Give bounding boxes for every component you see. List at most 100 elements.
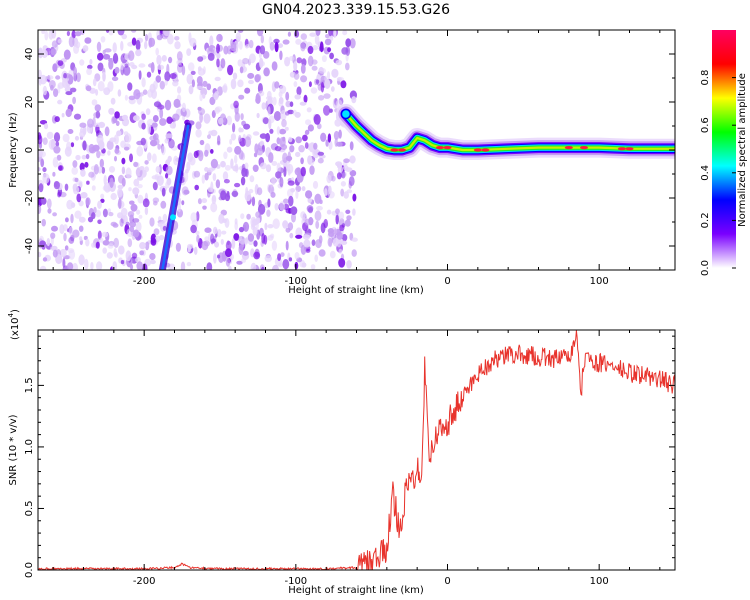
noise-speckle — [288, 195, 294, 207]
noise-speckle — [256, 187, 263, 196]
noise-speckle — [327, 133, 332, 143]
noise-speckle — [296, 57, 303, 64]
y-tick-label: 0 — [24, 147, 35, 153]
noise-speckle — [315, 220, 320, 229]
noise-speckle — [50, 48, 57, 56]
noise-speckle — [88, 171, 95, 178]
noise-speckle — [51, 225, 58, 232]
noise-speckle — [295, 189, 299, 199]
noise-speckle — [335, 214, 339, 225]
ridge-band-yellow — [344, 112, 675, 152]
noise-speckle — [107, 150, 111, 156]
noise-speckle — [244, 136, 252, 148]
noise-speckle — [96, 41, 102, 52]
noise-speckle — [327, 237, 333, 247]
noise-speckle — [257, 30, 264, 37]
noise-speckle — [141, 263, 148, 270]
noise-speckle — [304, 130, 309, 136]
noise-field — [38, 30, 358, 270]
noise-speckle — [149, 253, 156, 260]
noise-speckle — [166, 116, 173, 124]
noise-speckle — [216, 52, 221, 59]
noise-speckle — [155, 166, 161, 173]
ridge-hotspot — [625, 147, 634, 151]
noise-speckle — [251, 218, 256, 229]
noise-speckle — [224, 164, 231, 171]
noise-speckle — [113, 134, 119, 145]
noise-speckle — [226, 115, 232, 126]
streak-core — [161, 124, 190, 270]
noise-speckle — [53, 88, 59, 97]
noise-speckle — [301, 262, 307, 268]
noise-speckle — [307, 124, 314, 132]
noise-speckle — [127, 211, 135, 218]
noise-speckle — [300, 42, 306, 52]
noise-speckle — [325, 139, 329, 147]
noise-speckle — [299, 101, 307, 106]
noise-speckle — [302, 234, 311, 240]
noise-speckle — [78, 200, 84, 207]
noise-speckle — [253, 240, 258, 247]
noise-speckle — [108, 30, 114, 36]
noise-speckle — [222, 171, 229, 181]
noise-speckle — [109, 137, 117, 143]
noise-speckle — [328, 185, 332, 195]
noise-speckle — [304, 218, 312, 226]
noise-speckle — [120, 40, 124, 51]
noise-speckle — [255, 211, 261, 218]
noise-speckle — [133, 89, 141, 100]
noise-speckle — [165, 173, 169, 179]
noise-speckle — [125, 167, 132, 179]
noise-speckle — [284, 56, 291, 67]
noise-speckle — [168, 138, 175, 149]
spectrogram-x-ticks: -200 -100 0 100 — [52, 30, 661, 287]
noise-speckle — [110, 221, 118, 227]
noise-speckle — [144, 41, 148, 50]
noise-speckle — [112, 42, 117, 54]
snr-multiplier-suffix: ) — [10, 309, 21, 313]
noise-speckle — [118, 198, 122, 210]
noise-speckle — [292, 109, 297, 116]
noise-speckle — [188, 85, 194, 95]
noise-speckle — [121, 157, 126, 165]
noise-speckle — [255, 97, 261, 104]
noise-speckle — [215, 179, 221, 189]
noise-speckle — [144, 160, 149, 165]
noise-speckle — [240, 213, 245, 220]
noise-speckle — [161, 55, 167, 62]
noise-speckle — [55, 141, 60, 147]
noise-speckle — [247, 72, 255, 79]
noise-speckle — [71, 30, 76, 39]
y-tick-label: -40 — [24, 238, 35, 254]
ridge-start — [340, 108, 352, 120]
x-tick-label: 0 — [444, 276, 450, 287]
noise-speckle — [125, 221, 130, 226]
noise-speckle — [84, 37, 92, 44]
noise-speckle — [228, 265, 232, 270]
noise-speckle — [129, 264, 134, 270]
noise-speckle — [53, 132, 61, 143]
noise-speckle — [123, 131, 129, 136]
noise-speckle — [232, 72, 238, 80]
noise-speckle — [67, 262, 74, 270]
noise-speckle — [55, 75, 61, 80]
noise-speckle — [186, 48, 192, 56]
noise-speckle — [230, 133, 236, 141]
noise-speckle — [290, 188, 295, 193]
noise-speckle — [129, 200, 135, 205]
noise-speckle — [266, 209, 271, 217]
noise-speckle — [97, 200, 102, 209]
noise-speckle — [181, 102, 186, 113]
noise-speckle — [213, 253, 217, 264]
noise-speckle — [114, 111, 120, 119]
noise-speckle — [147, 152, 152, 162]
noise-speckle — [352, 208, 356, 216]
ridge-hotspot — [443, 146, 452, 150]
noise-speckle — [268, 152, 274, 163]
noise-speckle — [99, 237, 104, 243]
noise-speckle — [249, 175, 255, 183]
noise-speckle — [114, 155, 117, 162]
noise-speckle — [117, 184, 124, 190]
noise-speckle — [125, 250, 132, 262]
